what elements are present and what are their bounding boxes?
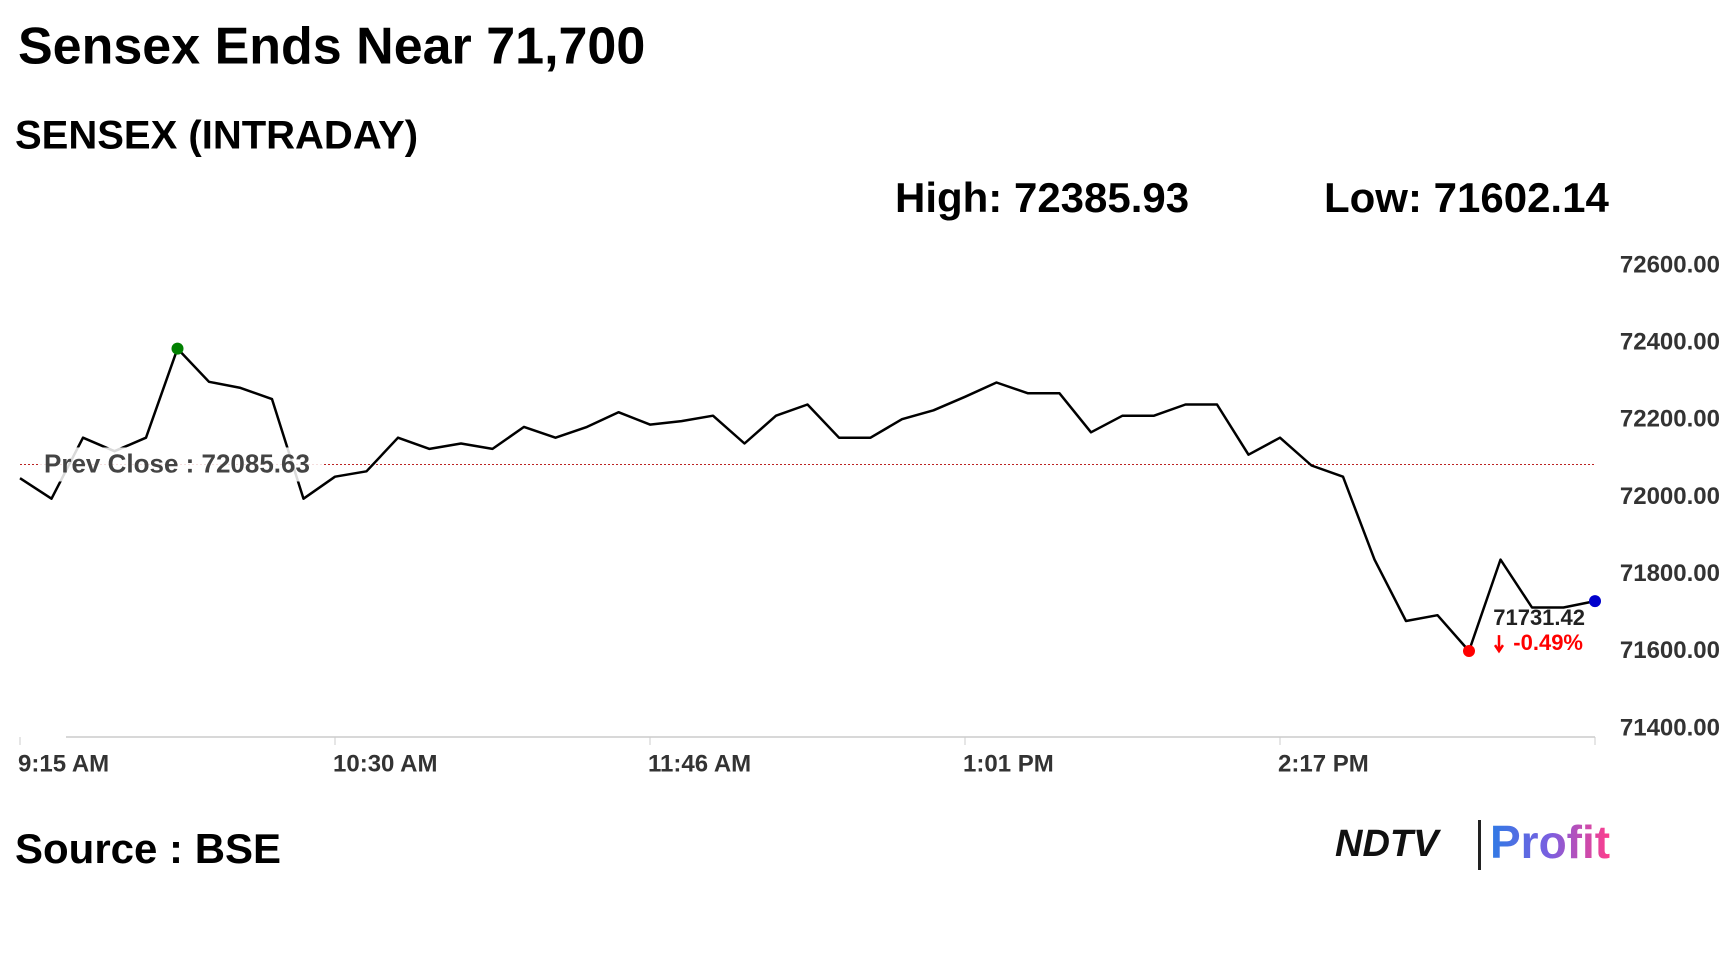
- y-tick-label: 71600.00: [1620, 637, 1720, 664]
- last-value-label: 71731.42: [1493, 605, 1585, 630]
- y-tick-label: 72600.00: [1620, 251, 1720, 278]
- x-tick-label: 2:17 PM: [1278, 750, 1369, 777]
- y-tick-label: 71800.00: [1620, 560, 1720, 587]
- high-text: High: 72385.93: [895, 174, 1189, 221]
- low-marker: [1463, 645, 1475, 658]
- x-tick-label: 10:30 AM: [333, 750, 437, 777]
- plot: 71400.00 71600.00 71800.00 72000.00 72200.00…: [18, 251, 1720, 777]
- high-marker: [171, 342, 184, 355]
- logo-divider: [1478, 820, 1481, 870]
- down-arrow: [1493, 635, 1505, 654]
- logo-profit: Profit: [1490, 816, 1610, 868]
- x-tick-label: 1:01 PM: [963, 750, 1054, 777]
- change-label: -0.49%: [1513, 630, 1583, 655]
- price-line: [19, 347, 1596, 653]
- last-marker: [1589, 595, 1601, 608]
- low-text: Low: 71602.14: [1324, 174, 1609, 221]
- y-tick-label: 72200.00: [1620, 406, 1720, 433]
- prev-close-label: Prev Close : 72085.63: [44, 448, 310, 478]
- title: Sensex Ends Near 71,700: [18, 18, 645, 76]
- source: Source : BSE: [15, 825, 281, 872]
- prev-close-bg: [38, 447, 324, 482]
- y-tick-label: 72000.00: [1620, 483, 1720, 510]
- subtitle: SENSEX (INTRADAY): [15, 114, 418, 158]
- x-tick-label: 9:15 AM: [18, 750, 109, 777]
- y-tick-label: 72400.00: [1620, 329, 1720, 356]
- x-tick-label: 11:46 AM: [648, 750, 751, 777]
- logo-ndtv: NDTV: [1335, 823, 1441, 865]
- y-tick-label: 71400.00: [1620, 714, 1720, 741]
